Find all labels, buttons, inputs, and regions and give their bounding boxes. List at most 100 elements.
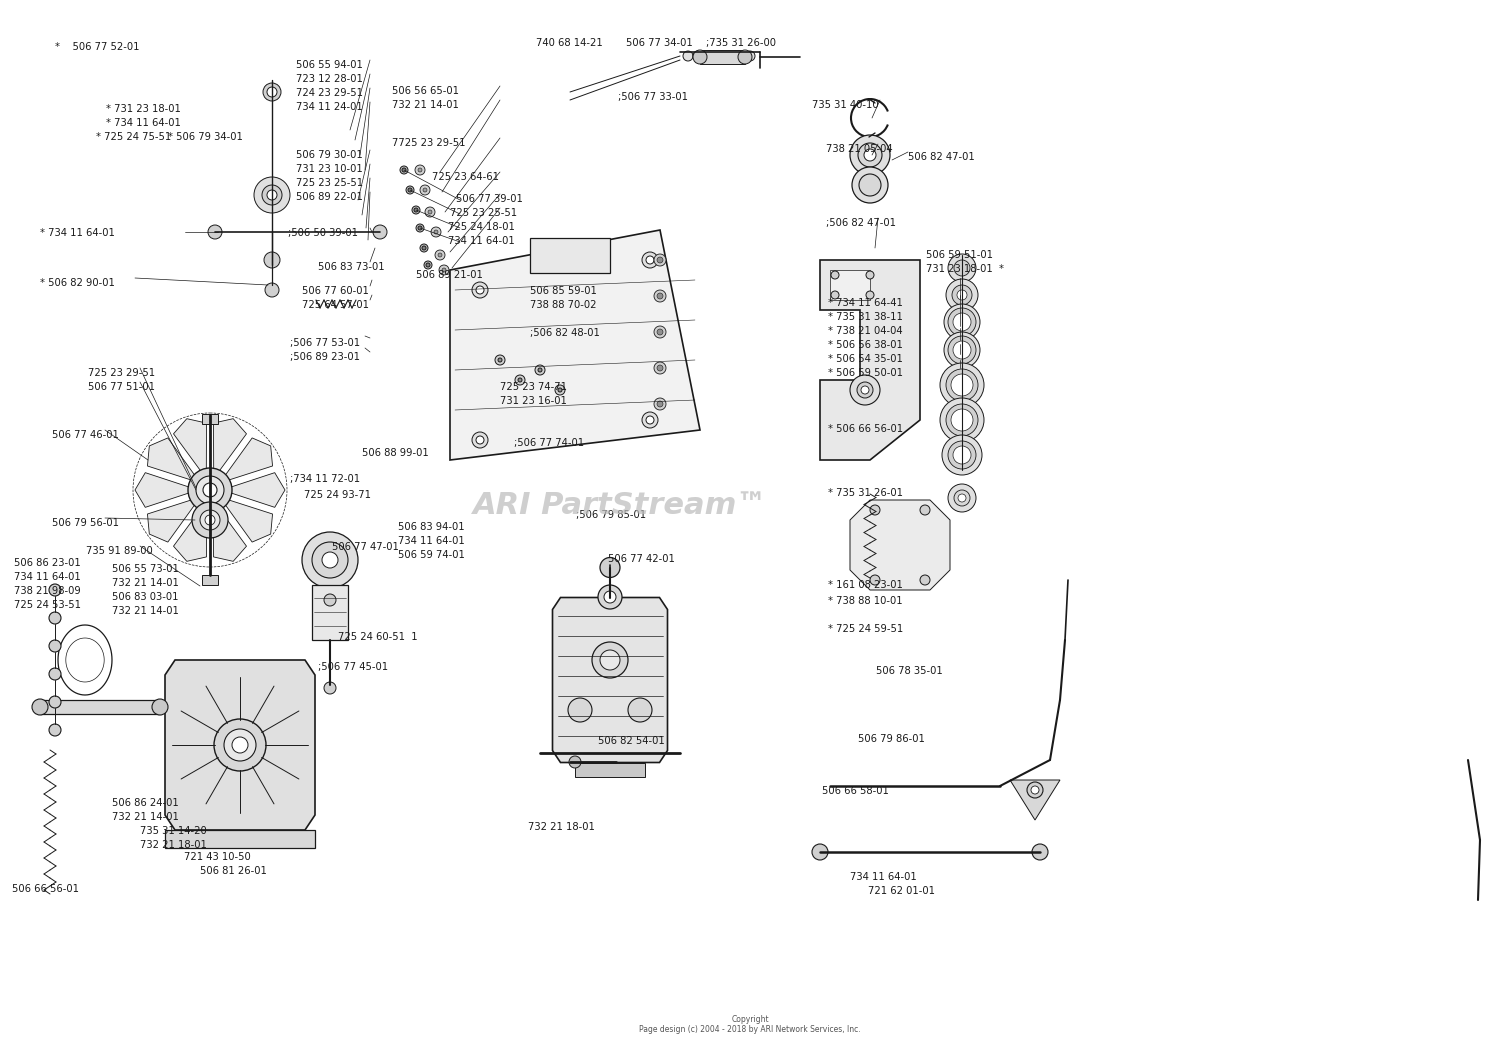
Text: * 731 23 18-01: * 731 23 18-01	[106, 104, 182, 114]
Text: * 734 11 64-41: * 734 11 64-41	[828, 298, 903, 308]
Circle shape	[206, 515, 214, 525]
Bar	[700, 50, 746, 64]
Circle shape	[654, 326, 666, 338]
Circle shape	[600, 650, 619, 670]
Text: 506 86 23-01: 506 86 23-01	[13, 558, 81, 568]
Text: 738 88 70-02: 738 88 70-02	[530, 300, 597, 310]
Text: 732 21 18-01: 732 21 18-01	[140, 840, 207, 850]
Circle shape	[864, 149, 876, 161]
Circle shape	[408, 188, 413, 192]
Circle shape	[400, 166, 408, 174]
Circle shape	[730, 51, 741, 61]
Circle shape	[1032, 844, 1048, 860]
Circle shape	[50, 584, 62, 596]
Circle shape	[657, 257, 663, 263]
Circle shape	[946, 404, 978, 436]
Circle shape	[856, 382, 873, 398]
Text: 731 23 16-01: 731 23 16-01	[500, 396, 567, 407]
Text: * 735 31 26-01: * 735 31 26-01	[828, 488, 903, 498]
Circle shape	[264, 252, 280, 268]
Text: 506 77 34-01: 506 77 34-01	[626, 38, 693, 48]
Polygon shape	[450, 230, 700, 460]
Text: * 734 11 64-01: * 734 11 64-01	[106, 118, 182, 128]
Circle shape	[498, 358, 502, 362]
Circle shape	[942, 435, 982, 475]
Circle shape	[604, 591, 616, 602]
Text: 506 86 24-01: 506 86 24-01	[112, 798, 178, 808]
Text: 7725 23 29-51: 7725 23 29-51	[392, 138, 465, 148]
Circle shape	[654, 290, 666, 302]
Circle shape	[705, 51, 716, 61]
Circle shape	[50, 668, 62, 680]
Bar	[312, 585, 348, 640]
Circle shape	[951, 409, 974, 431]
Circle shape	[427, 211, 432, 214]
Text: * 506 66 56-01: * 506 66 56-01	[828, 424, 903, 435]
Text: 725 23 25-51: 725 23 25-51	[296, 178, 363, 188]
Circle shape	[948, 484, 976, 512]
Circle shape	[202, 483, 217, 497]
Circle shape	[944, 304, 980, 340]
Text: 506 77 39-01: 506 77 39-01	[456, 194, 524, 204]
Circle shape	[948, 308, 976, 336]
Circle shape	[865, 271, 874, 279]
Circle shape	[948, 254, 976, 282]
Polygon shape	[66, 638, 104, 682]
Text: 506 55 73-01: 506 55 73-01	[112, 564, 178, 574]
Circle shape	[472, 282, 488, 298]
Text: 506 78 35-01: 506 78 35-01	[876, 666, 942, 676]
Text: 735 31 14-20: 735 31 14-20	[140, 826, 207, 836]
Circle shape	[196, 476, 223, 504]
Text: 732 21 18-01: 732 21 18-01	[528, 822, 596, 832]
Bar	[165, 830, 315, 848]
Circle shape	[958, 494, 966, 502]
Text: ;506 82 47-01: ;506 82 47-01	[827, 218, 896, 228]
Circle shape	[646, 256, 654, 264]
Text: 506 77 42-01: 506 77 42-01	[608, 554, 675, 564]
Circle shape	[50, 696, 62, 708]
Text: * 506 59 50-01: * 506 59 50-01	[828, 368, 903, 379]
Circle shape	[738, 50, 752, 64]
Circle shape	[413, 206, 420, 214]
Circle shape	[952, 313, 970, 331]
Polygon shape	[147, 497, 201, 542]
Circle shape	[693, 51, 703, 61]
Circle shape	[717, 51, 728, 61]
Circle shape	[657, 293, 663, 299]
Polygon shape	[219, 438, 273, 483]
Circle shape	[430, 227, 441, 237]
Circle shape	[420, 185, 430, 195]
Bar	[574, 762, 645, 777]
Text: 725 64 57-01: 725 64 57-01	[302, 300, 369, 310]
Circle shape	[568, 756, 580, 768]
Polygon shape	[58, 625, 112, 695]
Circle shape	[952, 446, 970, 464]
Text: 506 56 65-01: 506 56 65-01	[392, 86, 459, 96]
Text: 506 79 86-01: 506 79 86-01	[858, 734, 926, 744]
Text: 723 12 28-01: 723 12 28-01	[296, 74, 363, 84]
Text: * 738 88 10-01: * 738 88 10-01	[828, 596, 903, 606]
Circle shape	[433, 230, 438, 234]
Circle shape	[302, 532, 358, 588]
Circle shape	[414, 208, 419, 212]
Circle shape	[954, 491, 970, 506]
Circle shape	[948, 441, 976, 469]
Circle shape	[472, 432, 488, 448]
Text: * 725 24 75-51: * 725 24 75-51	[96, 132, 171, 142]
Bar	[830, 270, 870, 300]
Circle shape	[192, 502, 228, 538]
Text: ;506 77 74-01: ;506 77 74-01	[514, 438, 584, 448]
Polygon shape	[135, 473, 198, 507]
Text: 732 21 14-01: 732 21 14-01	[112, 606, 178, 616]
Circle shape	[324, 594, 336, 606]
Circle shape	[944, 332, 980, 368]
Circle shape	[940, 363, 984, 407]
Text: 506 82 47-01: 506 82 47-01	[908, 152, 975, 162]
Circle shape	[1030, 786, 1039, 794]
Circle shape	[850, 375, 880, 405]
Circle shape	[423, 188, 427, 192]
Circle shape	[954, 260, 970, 276]
Text: 506 59 51-01: 506 59 51-01	[926, 250, 993, 260]
Circle shape	[642, 252, 658, 268]
Text: ;506 79 85-01: ;506 79 85-01	[576, 510, 646, 520]
